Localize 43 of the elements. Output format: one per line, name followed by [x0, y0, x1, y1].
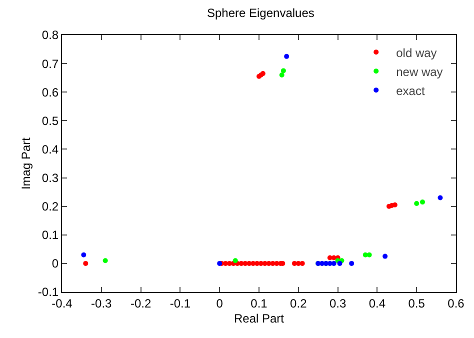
- point: [337, 260, 342, 266]
- x-tick-label: 0.6: [448, 296, 465, 310]
- y-tick-label: 0.1: [42, 228, 59, 242]
- y-tick-label: 0.6: [42, 85, 59, 100]
- y-tick-label: 0.7: [42, 56, 59, 71]
- point: [382, 254, 388, 259]
- point: [366, 252, 372, 258]
- point: [102, 258, 108, 264]
- y-tick-label: 0.3: [42, 170, 59, 185]
- y-tick-label: 0: [52, 256, 59, 271]
- y-tick-label: 0.4: [42, 142, 59, 156]
- point: [232, 258, 238, 264]
- point: [438, 195, 443, 200]
- x-tick-label: 0.2: [290, 296, 308, 310]
- point: [300, 260, 305, 266]
- x-tick-label: 0.4: [368, 296, 386, 310]
- point: [279, 72, 284, 78]
- y-tick-label: 0.8: [42, 28, 59, 42]
- y-axis-title: Imag Part: [19, 136, 34, 190]
- point: [392, 202, 398, 208]
- legend-label: old way: [396, 46, 437, 60]
- x-tick-label: 0.5: [408, 296, 426, 310]
- x-tick-label: -0.2: [130, 296, 152, 310]
- legend-label: new way: [396, 64, 443, 79]
- x-tick-label: -0.3: [91, 296, 112, 310]
- point: [81, 252, 86, 258]
- x-tick-label: 0.1: [250, 296, 268, 310]
- x-axis-title: Real Part: [234, 311, 285, 326]
- x-tick-label: -0.1: [170, 296, 191, 310]
- point: [284, 54, 290, 59]
- point: [420, 200, 426, 205]
- x-tick-label: 0.3: [329, 296, 346, 310]
- y-tick-label: 0.2: [42, 200, 59, 214]
- point: [83, 260, 88, 266]
- y-tick-label: 0.5: [42, 114, 59, 128]
- point: [349, 260, 354, 266]
- chart-title: Sphere Eigenvalues: [206, 6, 314, 20]
- point: [331, 260, 336, 266]
- point: [242, 260, 248, 266]
- point: [414, 200, 420, 206]
- legend-label: exact: [396, 84, 426, 98]
- x-tick-label: 0: [216, 296, 224, 310]
- point: [280, 68, 286, 74]
